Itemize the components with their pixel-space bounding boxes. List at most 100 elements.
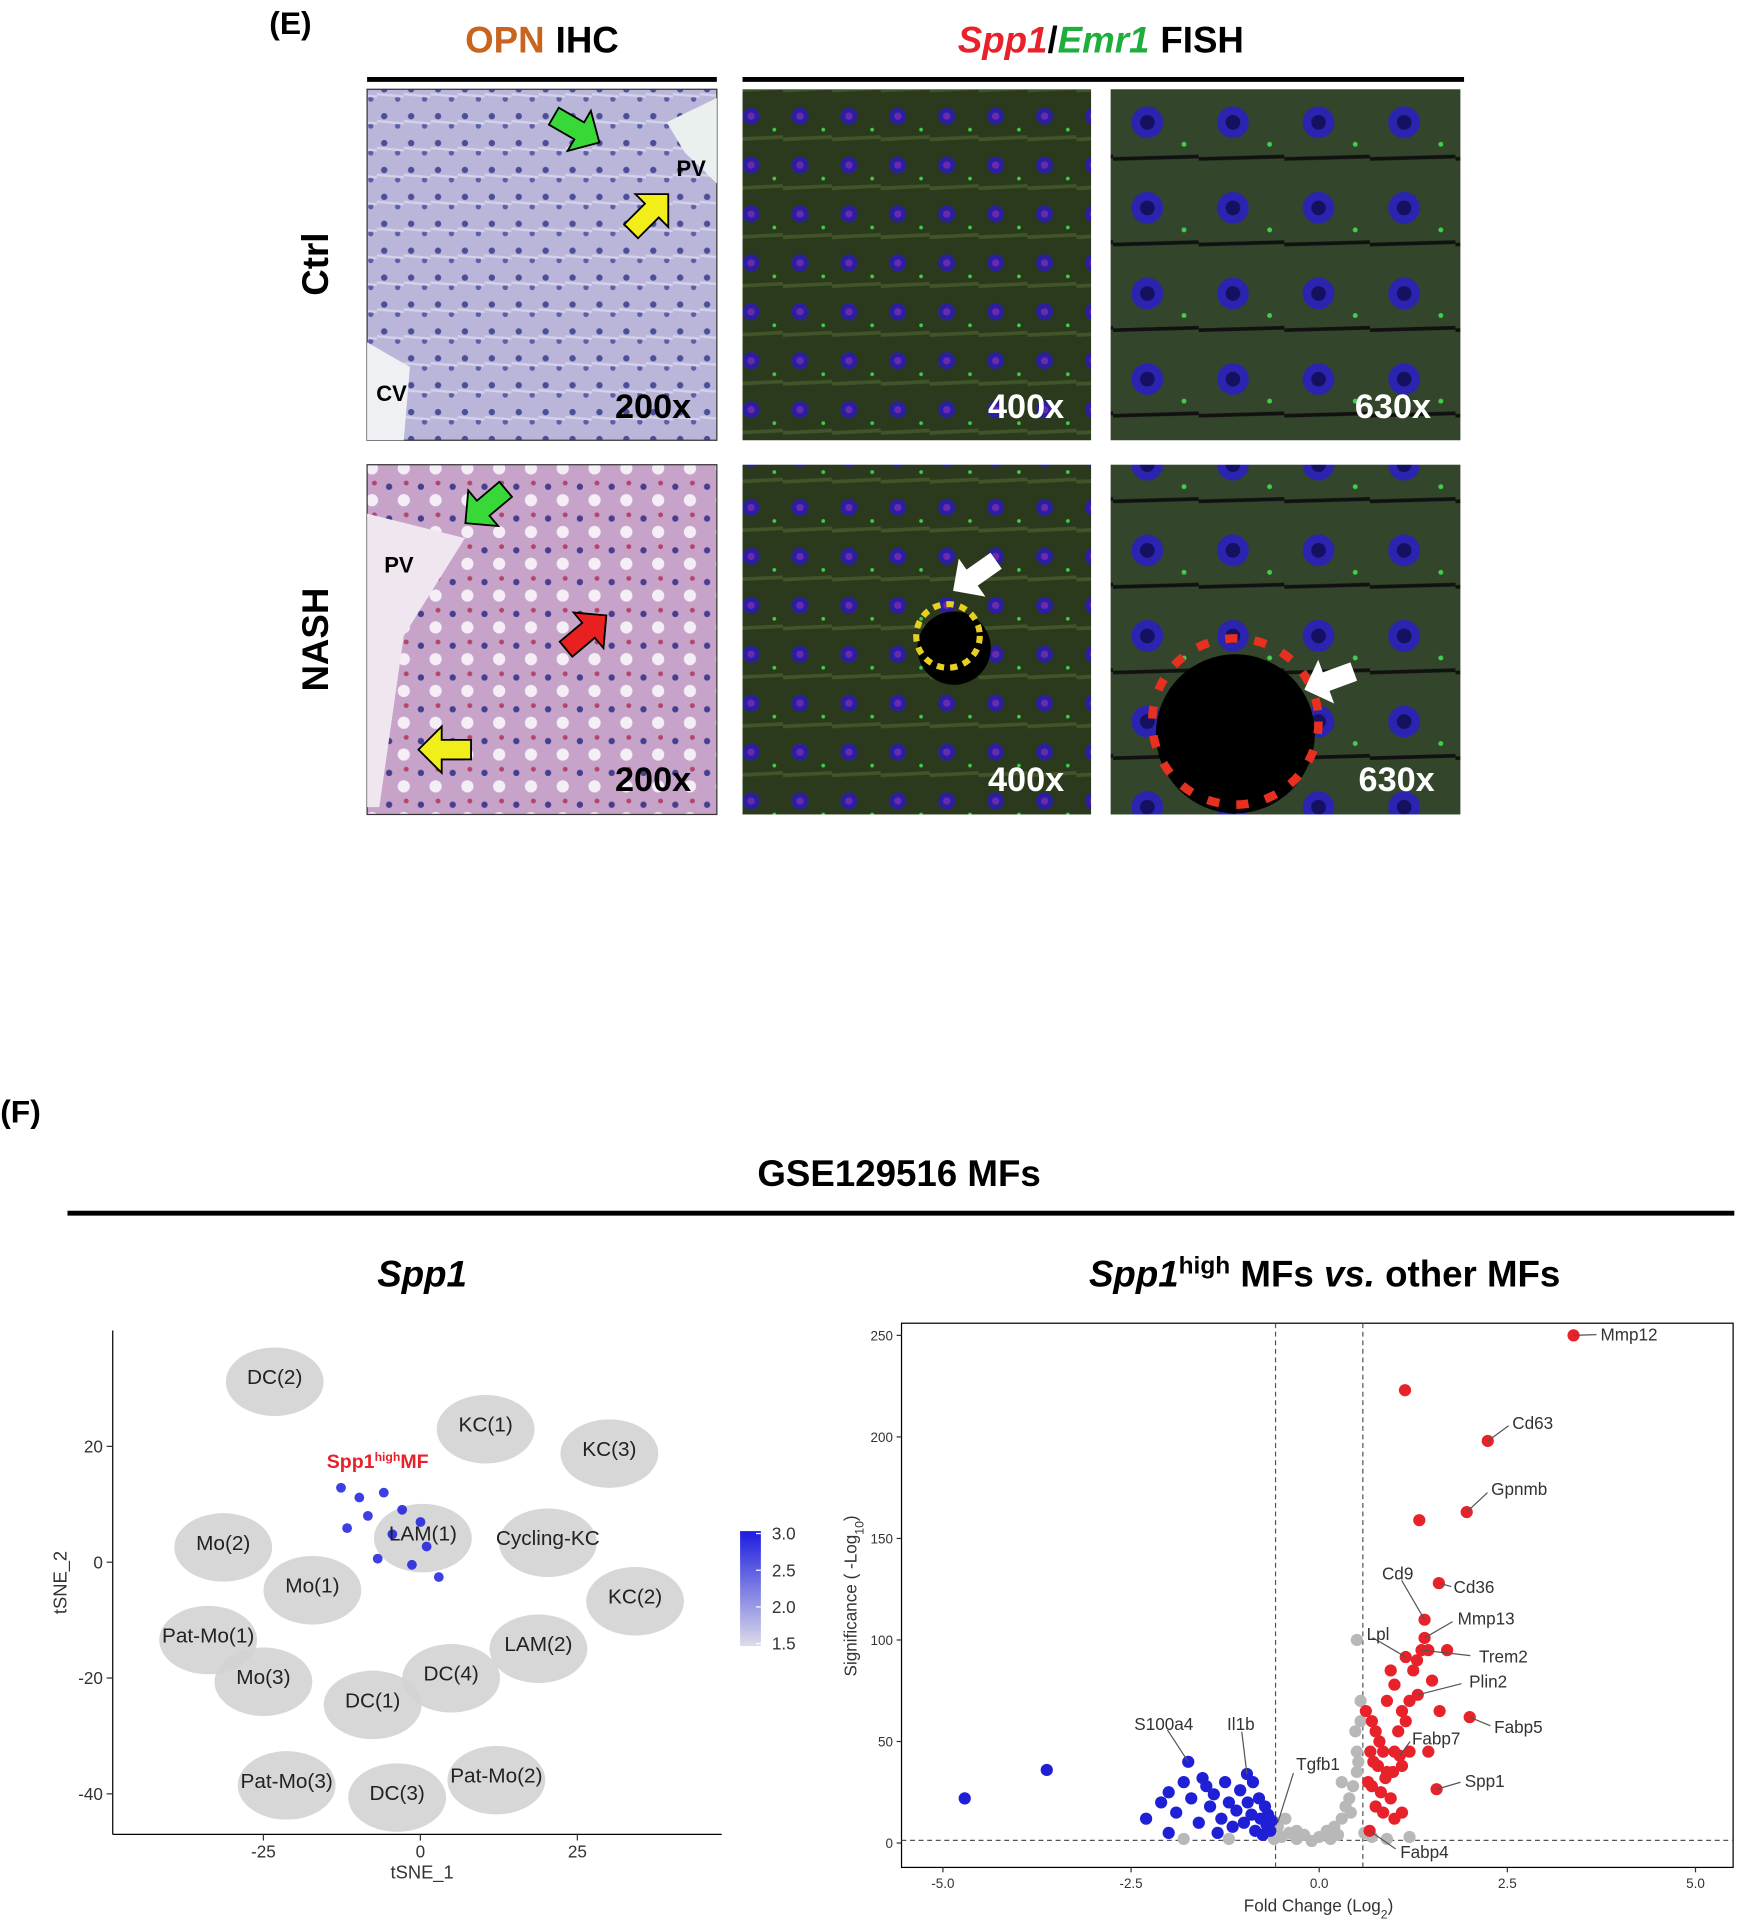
leader-line: [1401, 1580, 1426, 1620]
cluster-label: Mo(1): [285, 1575, 339, 1598]
point: [1373, 1735, 1386, 1748]
y-tick-label: 20: [84, 1437, 103, 1456]
cluster-label: DC(3): [369, 1782, 424, 1805]
point: [1343, 1792, 1356, 1805]
y-tick-label: 200: [871, 1430, 893, 1445]
panel-label: (E): [269, 5, 311, 41]
point: [958, 1792, 971, 1805]
expression-dot: [378, 1487, 389, 1498]
leader-line: [1421, 1649, 1471, 1657]
title-part: other MFs: [1375, 1254, 1560, 1295]
row-label: NASH: [295, 588, 336, 692]
cluster-label: LAM(1): [389, 1523, 457, 1546]
gene-label: Lpl: [1367, 1625, 1390, 1644]
leader-line: [1166, 1729, 1189, 1763]
highlight-label: Spp1highMF: [327, 1450, 429, 1473]
point: [1430, 1783, 1443, 1796]
point: [1395, 1759, 1409, 1772]
y-axis-label: Significance ( -Log10): [841, 1515, 866, 1676]
title-part: MFs: [1230, 1254, 1324, 1295]
leader-line: [1466, 1492, 1488, 1513]
expression-dot: [372, 1553, 383, 1564]
point: [1374, 1786, 1388, 1799]
x-tick-label: -25: [251, 1843, 276, 1862]
point: [1265, 1814, 1278, 1827]
cluster-label: KC(3): [582, 1438, 636, 1461]
gene-label: Il1b: [1227, 1715, 1255, 1734]
leader-line: [1424, 1621, 1453, 1639]
point: [1192, 1816, 1205, 1829]
column-header: Spp1/Emr1 FISH: [958, 20, 1244, 61]
cluster-label: KC(1): [459, 1414, 513, 1437]
gene-label: Fabp4: [1400, 1843, 1449, 1862]
y-tick-label: -20: [78, 1669, 103, 1688]
gene-label: Trem2: [1479, 1647, 1528, 1666]
leader-line: [1417, 1683, 1462, 1696]
x-tick-label: -5.0: [931, 1876, 954, 1891]
cluster-cloud: [402, 1644, 501, 1713]
gene-label: Fabp7: [1412, 1730, 1461, 1749]
point: [1241, 1796, 1254, 1809]
point: [1350, 1765, 1363, 1779]
cluster-cloud: [373, 1503, 472, 1573]
point: [1335, 1776, 1348, 1789]
point: [1380, 1694, 1394, 1708]
point: [1398, 1384, 1412, 1397]
leader-line: [1399, 1741, 1411, 1757]
point: [1346, 1780, 1360, 1793]
cluster-label: Mo(2): [196, 1532, 250, 1555]
header-word: OPN: [465, 20, 544, 61]
point: [1395, 1704, 1409, 1718]
leader-line: [1372, 1637, 1407, 1658]
point: [1354, 1715, 1367, 1728]
point: [1441, 1644, 1454, 1657]
vessel: [367, 513, 465, 808]
micrograph: [366, 88, 718, 441]
title-part: vs.: [1324, 1254, 1375, 1295]
cluster-label: Pat-Mo(2): [450, 1765, 542, 1788]
gene-label: Fabp5: [1494, 1718, 1543, 1737]
colorbar-label: 3.0: [772, 1525, 796, 1544]
chart-layer: DC(2) KC(1) KC(3) LAM(1) Cycling-KC Mo(2) KC(2…: [78, 106, 1734, 1891]
point: [1377, 1745, 1390, 1758]
y-tick-label: 0: [885, 1836, 892, 1851]
y-tick-label: 150: [871, 1531, 893, 1546]
cluster-cloud: [263, 1556, 362, 1625]
signal: [1147, 634, 1323, 809]
cluster-cloud: [348, 1763, 447, 1832]
vessel: [1155, 654, 1315, 814]
vessel: [666, 97, 717, 184]
x-axis-label: tSNE_1: [391, 1861, 454, 1883]
point: [1403, 1830, 1416, 1844]
panel-title: GSE129516 MFs: [757, 1153, 1040, 1194]
point: [1185, 1792, 1198, 1805]
point: [1203, 1800, 1217, 1813]
point: [1207, 1788, 1220, 1801]
magnification: 400x: [988, 761, 1064, 799]
point: [1264, 1824, 1277, 1837]
gene-label: Cd36: [1454, 1578, 1495, 1597]
cluster-label: LAM(2): [504, 1633, 572, 1656]
leader-line: [1438, 1582, 1452, 1588]
cluster-label: KC(2): [608, 1586, 662, 1609]
point: [1384, 1664, 1397, 1677]
cluster-label: Mo(3): [236, 1666, 290, 1689]
label-part: Significance ( -Log: [841, 1535, 860, 1677]
cluster-label: Cycling-KC: [496, 1527, 600, 1550]
point: [1234, 1784, 1247, 1797]
cluster-label: Pat-Mo(1): [162, 1625, 254, 1648]
leader-line: [1573, 1334, 1597, 1337]
title-part: Spp1: [1089, 1254, 1179, 1295]
point: [1365, 1715, 1378, 1728]
cluster-cloud: [323, 1670, 422, 1740]
title-part: high: [1179, 1252, 1231, 1279]
point: [1290, 1824, 1303, 1837]
cluster-cloud: [225, 1347, 324, 1417]
expression-dot: [363, 1510, 373, 1521]
header-word: IHC: [556, 20, 619, 61]
colorbar-label: 1.5: [772, 1635, 796, 1654]
point: [1219, 1776, 1232, 1789]
cluster-cloud: [560, 1419, 659, 1488]
column-header: OPN IHC: [465, 20, 619, 61]
point: [1226, 1820, 1239, 1833]
